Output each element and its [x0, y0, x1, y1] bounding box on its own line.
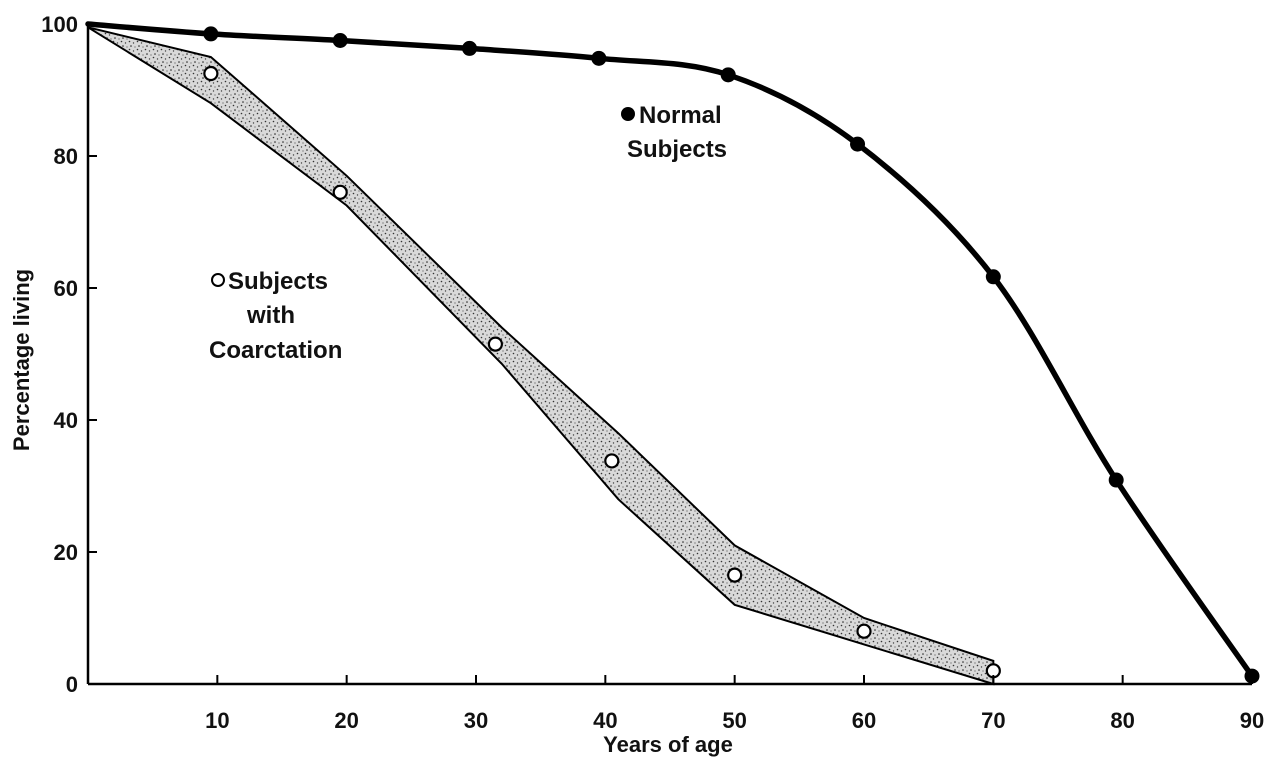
- legend-coarctation-line-1: Subjects: [228, 268, 328, 295]
- x-tick-label-80: 80: [1110, 708, 1134, 733]
- normal-point-19.5: [332, 33, 348, 48]
- normal-point-79.5: [1108, 472, 1124, 488]
- normal-point-59.5: [850, 136, 866, 152]
- axes: [86, 23, 1253, 686]
- y-tick-label-20: 20: [54, 540, 78, 565]
- x-tick-label-90: 90: [1240, 708, 1264, 733]
- normal-point-70: [985, 269, 1001, 285]
- normal-point-9.5: [203, 26, 219, 42]
- plot-area: [85, 21, 1260, 686]
- y-tick-label-0: 0: [66, 672, 78, 697]
- y-tick-label-100: 100: [41, 12, 78, 37]
- x-tick-label-60: 60: [852, 708, 876, 733]
- coarctation-point-9.5: [203, 65, 219, 82]
- y-tick-label-60: 60: [54, 276, 78, 301]
- x-axis-title: Years of age: [603, 732, 733, 757]
- legend-coarctation-subjects: Subjects with Coarctation: [209, 268, 342, 364]
- normal-point-29.5: [462, 40, 478, 56]
- legend-normal-line-2: Subjects: [627, 136, 727, 163]
- legend-normal-subjects: Normal Subjects: [621, 102, 727, 163]
- x-tick-label-70: 70: [981, 708, 1005, 733]
- legend-normal-marker: [621, 107, 635, 121]
- coarctation-point-19.5: [332, 184, 348, 200]
- coarctation-point-40.5: [604, 453, 620, 469]
- x-tick-label-30: 30: [464, 708, 488, 733]
- legend-coarctation-marker: [211, 273, 225, 287]
- coarctation-point-60: [856, 623, 872, 639]
- y-tick-label-40: 40: [54, 408, 78, 433]
- normal-point-49.5: [720, 67, 736, 83]
- coarctation-point-50: [727, 567, 743, 583]
- x-tick-label-20: 20: [334, 708, 358, 733]
- y-axis-title: Percentage living: [9, 269, 34, 451]
- normal-point-39.5: [591, 50, 607, 66]
- legend-normal-line-1: Normal: [639, 102, 722, 129]
- legend-coarctation-line-3: Coarctation: [209, 337, 342, 364]
- legend-coarctation-line-2: with: [246, 302, 295, 329]
- x-tick-label-10: 10: [205, 708, 229, 733]
- coarctation-point-31.5: [487, 336, 503, 352]
- x-tick-label-50: 50: [722, 708, 746, 733]
- x-tick-label-40: 40: [593, 708, 617, 733]
- y-tick-label-80: 80: [54, 144, 78, 169]
- tick-labels: 0 20 40 60 80 100 10 20 30 40 50 60 70 80 90: [41, 12, 1264, 733]
